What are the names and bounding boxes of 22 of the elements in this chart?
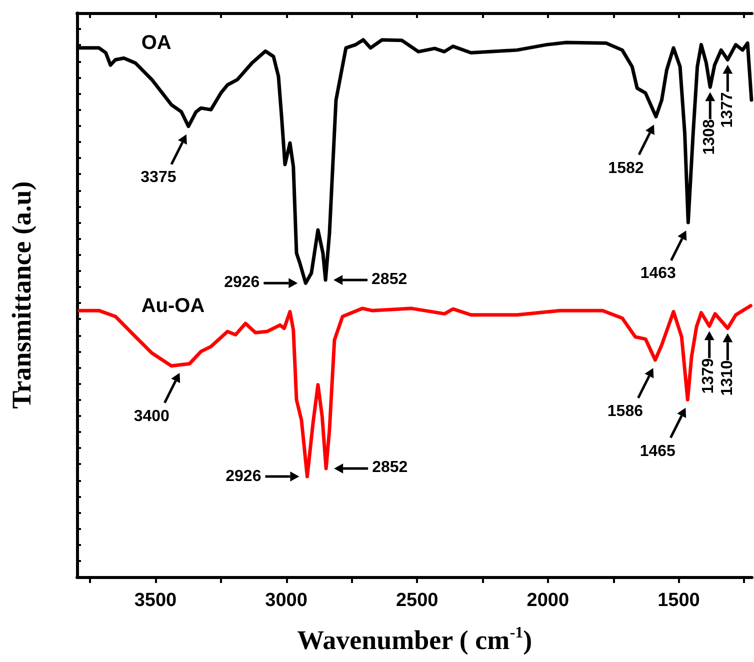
- annotation: 1310: [718, 360, 737, 396]
- y-axis-title: Transmittance (a.u): [6, 181, 36, 409]
- annotation: 1379: [700, 358, 718, 394]
- series-label: Au-OA: [141, 294, 205, 317]
- annotation: 2852: [372, 459, 408, 478]
- annotation: 3375: [140, 169, 176, 188]
- x-tick-label: 2000: [526, 590, 570, 611]
- x-tick-label: 2500: [396, 590, 438, 611]
- x-tick-label: 1500: [658, 590, 700, 611]
- annotation: 1586: [607, 402, 643, 421]
- annotation: 1463: [640, 265, 676, 284]
- annotation: 3400: [134, 408, 170, 426]
- annotation: 1377: [718, 92, 737, 128]
- annotation: 1582: [608, 160, 644, 178]
- x-tick-label: 3500: [134, 590, 177, 611]
- legend-label: OA: [141, 32, 172, 54]
- annotation: 2926: [226, 468, 262, 486]
- x-tick-label: 3000: [265, 590, 308, 611]
- annotation: 2852: [372, 270, 408, 289]
- annotation: 2926: [224, 274, 260, 292]
- annotation: 1465: [640, 442, 676, 461]
- annotation: 1308: [701, 119, 720, 155]
